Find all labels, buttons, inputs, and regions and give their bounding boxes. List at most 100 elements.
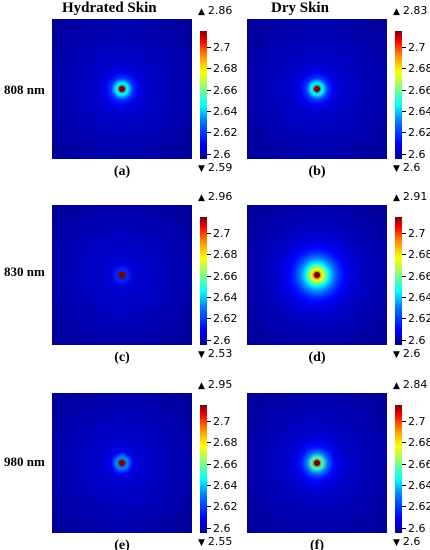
max-value-text: 2.83 xyxy=(402,4,428,17)
triangle-down-icon: ▼ xyxy=(198,164,205,174)
heatmap-panel xyxy=(247,205,387,345)
colorbar-tick-label: 2.64 xyxy=(213,291,238,304)
colorbar-tick xyxy=(207,464,211,465)
hot-spot xyxy=(314,460,320,466)
panel-label: (c) xyxy=(114,350,130,365)
panel-label: (b) xyxy=(308,164,326,179)
colorbar-tick xyxy=(207,47,211,48)
colorbar-tick xyxy=(207,340,211,341)
hot-spot xyxy=(119,272,125,278)
colorbar-tick-label: 2.68 xyxy=(213,62,238,75)
triangle-down-icon: ▼ xyxy=(393,350,400,360)
col-title-dry: Dry Skin xyxy=(271,0,329,16)
heatmap-panel xyxy=(247,393,387,533)
colorbar-tick xyxy=(207,111,211,112)
colorbar-tick-label: 2.66 xyxy=(408,270,430,283)
colorbar-tick-label: 2.6 xyxy=(213,522,231,535)
max-value-text: 2.96 xyxy=(207,190,233,203)
colorbar-tick-label: 2.62 xyxy=(213,126,238,139)
hot-spot xyxy=(314,272,320,278)
colorbar-tick-label: 2.7 xyxy=(408,415,426,428)
hot-spot xyxy=(119,86,125,92)
max-value: ▲ 2.91 xyxy=(393,191,427,204)
heatmap-panel xyxy=(52,19,192,159)
hot-spot xyxy=(314,86,320,92)
colorbar-tick-label: 2.68 xyxy=(408,248,430,261)
colorbar xyxy=(200,405,207,533)
panel-label: (a) xyxy=(113,164,131,179)
colorbar-tick-label: 2.68 xyxy=(213,436,238,449)
colorbar-tick xyxy=(402,528,406,529)
colorbar-tick xyxy=(207,485,211,486)
panel-label: (f) xyxy=(310,538,324,550)
triangle-up-icon: ▲ xyxy=(393,7,400,17)
colorbar-tick xyxy=(402,68,406,69)
colorbar xyxy=(395,405,402,533)
max-value: ▲ 2.96 xyxy=(198,191,232,204)
colorbar xyxy=(395,217,402,345)
min-value-text: 2.59 xyxy=(207,161,233,174)
colorbar-tick-label: 2.68 xyxy=(408,62,430,75)
min-value-text: 2.6 xyxy=(402,347,421,360)
min-value-text: 2.55 xyxy=(207,535,233,548)
colorbar-tick-label: 2.62 xyxy=(213,500,238,513)
colorbar-tick xyxy=(402,233,406,234)
min-value: ▼ 2.55 xyxy=(198,536,232,549)
colorbar-tick-label: 2.64 xyxy=(213,105,238,118)
colorbar-tick xyxy=(207,506,211,507)
triangle-down-icon: ▼ xyxy=(393,538,400,548)
max-value: ▲ 2.83 xyxy=(393,5,427,18)
colorbar-tick-label: 2.66 xyxy=(213,84,238,97)
colorbar xyxy=(200,217,207,345)
colorbar-tick xyxy=(402,340,406,341)
colorbar-tick-label: 2.7 xyxy=(408,227,426,240)
colorbar-tick xyxy=(207,318,211,319)
colorbar-tick-label: 2.62 xyxy=(408,312,430,325)
max-value-text: 2.95 xyxy=(207,378,233,391)
colorbar-tick xyxy=(402,442,406,443)
colorbar xyxy=(395,31,402,159)
colorbar-tick xyxy=(207,254,211,255)
max-value-text: 2.86 xyxy=(207,4,233,17)
triangle-up-icon: ▲ xyxy=(393,381,400,391)
panel-label: (e) xyxy=(114,538,130,550)
colorbar-tick-label: 2.7 xyxy=(213,415,231,428)
heatmap-panel xyxy=(52,205,192,345)
colorbar-tick xyxy=(207,276,211,277)
colorbar-tick-label: 2.68 xyxy=(408,436,430,449)
colorbar-tick-label: 2.66 xyxy=(408,458,430,471)
colorbar-tick-label: 2.6 xyxy=(408,148,426,161)
max-value: ▲ 2.84 xyxy=(393,379,427,392)
min-value: ▼ 2.6 xyxy=(393,348,420,361)
triangle-down-icon: ▼ xyxy=(198,350,205,360)
colorbar-tick-label: 2.62 xyxy=(408,126,430,139)
row-label-830: 830 nm xyxy=(4,264,45,279)
colorbar-tick xyxy=(207,68,211,69)
max-value: ▲ 2.95 xyxy=(198,379,232,392)
colorbar-tick-label: 2.64 xyxy=(408,105,430,118)
min-value-text: 2.6 xyxy=(402,161,421,174)
colorbar-tick-label: 2.7 xyxy=(213,41,231,54)
col-title-hydrated: Hydrated Skin xyxy=(62,0,157,16)
row-label-808: 808 nm xyxy=(4,82,45,97)
min-value: ▼ 2.6 xyxy=(393,162,420,175)
colorbar-tick-label: 2.68 xyxy=(213,248,238,261)
colorbar-tick-label: 2.66 xyxy=(213,270,238,283)
triangle-up-icon: ▲ xyxy=(198,193,205,203)
colorbar-tick xyxy=(402,506,406,507)
colorbar-tick xyxy=(207,154,211,155)
colorbar-tick xyxy=(402,90,406,91)
colorbar-tick xyxy=(402,111,406,112)
colorbar-tick xyxy=(402,485,406,486)
colorbar-tick-label: 2.6 xyxy=(213,334,231,347)
colorbar-tick xyxy=(207,528,211,529)
colorbar-tick xyxy=(402,132,406,133)
colorbar-tick xyxy=(207,421,211,422)
colorbar-tick xyxy=(402,421,406,422)
max-value-text: 2.91 xyxy=(402,190,428,203)
colorbar-tick-label: 2.6 xyxy=(408,522,426,535)
colorbar-tick-label: 2.64 xyxy=(408,291,430,304)
colorbar-tick xyxy=(207,233,211,234)
colorbar-tick xyxy=(402,154,406,155)
